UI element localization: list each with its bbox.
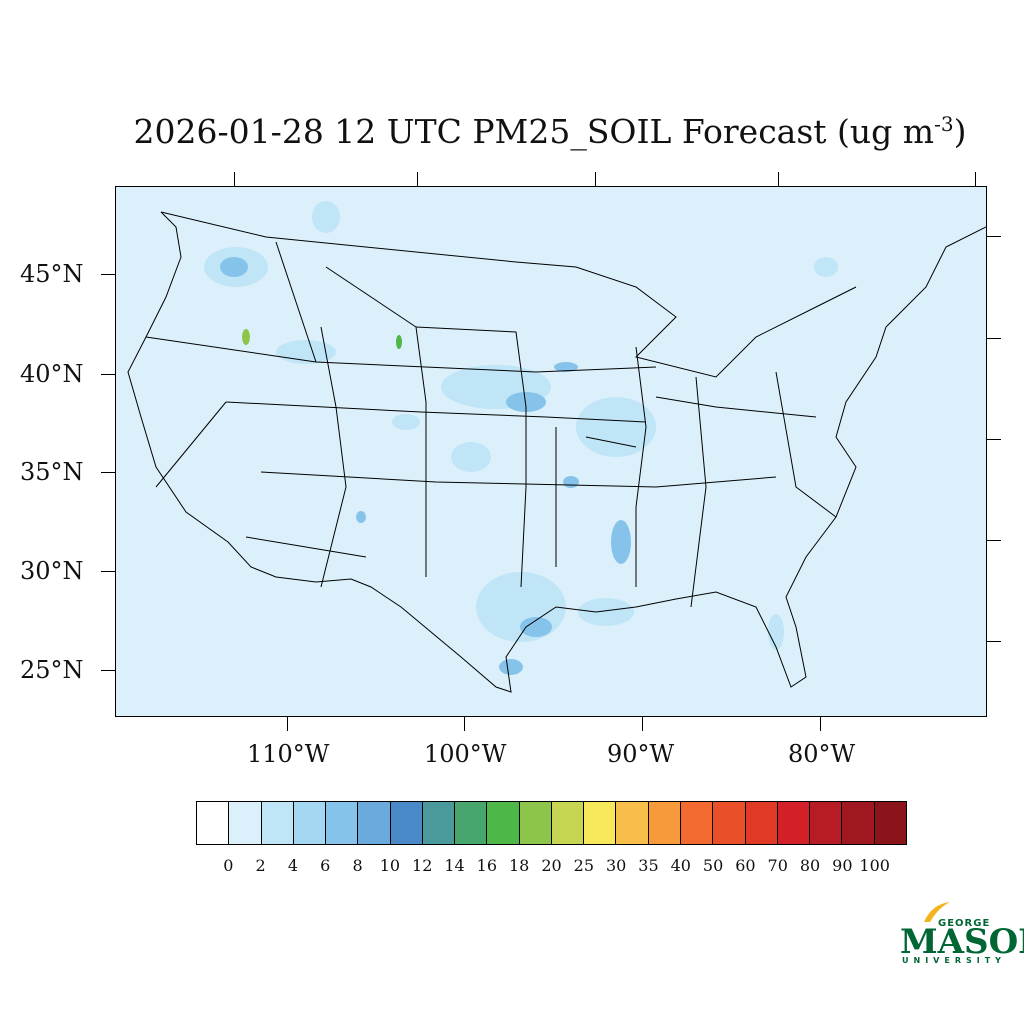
colorbar-label: 100 xyxy=(859,856,890,875)
colorbar-label: 60 xyxy=(735,856,756,875)
colorbar-label: 18 xyxy=(508,856,530,875)
lon-label: 90°W xyxy=(607,740,675,768)
colorbar-cell xyxy=(616,802,649,844)
colorbar-label: 4 xyxy=(287,856,299,875)
tick-top xyxy=(234,172,235,186)
tick-top xyxy=(975,172,976,186)
colorbar-cell xyxy=(261,802,294,844)
colorbar-cell xyxy=(648,802,681,844)
tick-bottom xyxy=(464,717,465,731)
title-close: ) xyxy=(953,112,967,151)
colorbar-label: 2 xyxy=(255,856,266,875)
colorbar xyxy=(196,801,907,845)
colorbar-cell xyxy=(842,802,875,844)
colorbar-label: 80 xyxy=(799,856,821,875)
logo-university-text: UNIVERSITY xyxy=(902,956,1006,965)
colorbar-label: 70 xyxy=(767,856,788,875)
tick-right xyxy=(987,540,1001,541)
title-exponent: -3 xyxy=(934,112,954,136)
logo-swoosh-icon xyxy=(924,902,950,922)
map-canvas xyxy=(127,201,986,693)
colorbar-cell xyxy=(680,802,714,844)
colorbar-cell xyxy=(519,802,552,844)
colorbar-cell xyxy=(326,802,359,844)
colorbar-cell xyxy=(390,802,423,844)
colorbar-label: 0 xyxy=(223,856,234,875)
colorbar-label: 8 xyxy=(352,856,363,875)
colorbar-label: 20 xyxy=(541,856,562,875)
colorbar-label: 25 xyxy=(573,856,594,875)
lon-label: 100°W xyxy=(424,740,507,768)
tick-top xyxy=(595,172,596,186)
colorbar-cell xyxy=(810,802,843,844)
colorbar-cell xyxy=(293,802,327,844)
logo-mason-text: MASON xyxy=(900,922,1024,962)
title-text: 2026-01-28 12 UTC PM25_SOIL Forecast (ug… xyxy=(133,112,935,151)
map-title: 2026-01-28 12 UTC PM25_SOIL Forecast (ug… xyxy=(0,112,1024,151)
map-panel xyxy=(115,186,987,717)
tick-bottom xyxy=(287,717,288,731)
colorbar-cell xyxy=(229,802,262,844)
lat-label: 40°N xyxy=(20,360,84,388)
lon-label: 110°W xyxy=(247,740,330,768)
state-boundaries xyxy=(127,211,986,693)
colorbar-label: 40 xyxy=(670,856,691,875)
colorbar-cell xyxy=(874,802,906,844)
colorbar-label: 90 xyxy=(832,856,853,875)
lat-label: 25°N xyxy=(20,656,84,684)
colorbar-label: 10 xyxy=(379,856,401,875)
colorbar-cell xyxy=(584,802,617,844)
colorbar-label: 12 xyxy=(412,856,433,875)
colorbar-cell xyxy=(713,802,746,844)
colorbar-label: 50 xyxy=(702,856,724,875)
tick-bottom xyxy=(820,717,821,731)
lat-label: 30°N xyxy=(20,557,84,585)
colorbar-label: 6 xyxy=(320,856,331,875)
colorbar-cell xyxy=(422,802,456,844)
tick-right xyxy=(987,338,1001,339)
colorbar-cell xyxy=(197,802,230,844)
colorbar-label: 35 xyxy=(638,856,659,875)
colorbar-cell xyxy=(455,802,488,844)
gmu-logo: GEORGE MASON UNIVERSITY xyxy=(900,900,1024,970)
colorbar-cell xyxy=(777,802,811,844)
tick-left xyxy=(101,571,115,572)
lat-label: 35°N xyxy=(20,458,84,486)
tick-right xyxy=(987,236,1001,237)
colorbar-label: 30 xyxy=(605,856,627,875)
tick-top xyxy=(417,172,418,186)
tick-left xyxy=(101,670,115,671)
lat-label: 45°N xyxy=(20,260,84,288)
tick-top xyxy=(778,172,779,186)
colorbar-cell xyxy=(487,802,520,844)
lon-label: 80°W xyxy=(788,740,856,768)
logo-george-text: GEORGE xyxy=(938,918,991,929)
colorbar-label: 16 xyxy=(476,856,498,875)
colorbar-cell xyxy=(745,802,778,844)
colorbar-cell xyxy=(551,802,585,844)
tick-left xyxy=(101,274,115,275)
colorbar-label: 14 xyxy=(444,856,465,875)
colorbar-cell xyxy=(358,802,391,844)
tick-left xyxy=(101,374,115,375)
tick-left xyxy=(101,472,115,473)
tick-right xyxy=(987,641,1001,642)
concentration-field xyxy=(204,201,838,675)
tick-bottom xyxy=(642,717,643,731)
tick-right xyxy=(987,439,1001,440)
